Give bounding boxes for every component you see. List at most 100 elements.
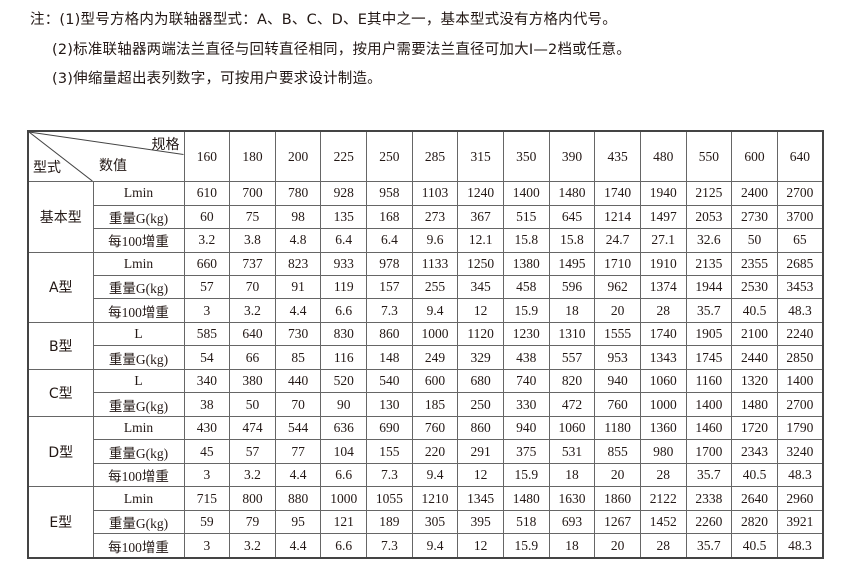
value-cell: 2053: [685, 204, 733, 230]
value-cell: 780: [274, 181, 322, 206]
value-cell: 730: [274, 321, 322, 347]
value-cell: 3: [183, 298, 231, 323]
value-cell: 12.1: [457, 228, 504, 253]
value-cell: 544: [274, 415, 322, 441]
spec-header-cell: 225: [320, 130, 368, 183]
value-cell: 6.4: [366, 228, 413, 253]
value-cell: 90: [320, 392, 368, 417]
value-cell: 50: [229, 392, 276, 417]
value-cell: 2338: [685, 486, 733, 511]
spec-header-cell: 480: [639, 130, 687, 183]
value-cell: 60: [183, 204, 231, 230]
value-cell: 1214: [594, 204, 641, 230]
table-row: 重量G(kg) 60 75 98 135 168 273 367 515 645 1214 1497 2…: [28, 204, 824, 230]
table-row: A型 Lmin 660 737 823 933 978 1133 1250 1380 1495 171…: [27, 251, 824, 323]
value-cell: 2355: [731, 251, 778, 277]
value-cell: 1480: [548, 181, 596, 206]
value-cell: 2700: [776, 181, 824, 206]
value-cell: 32.6: [685, 228, 733, 253]
value-cell: 340: [183, 368, 231, 394]
value-cell: 1460: [685, 415, 733, 441]
value-cell: 98: [274, 204, 322, 230]
type-cell: D型: [27, 415, 94, 488]
value-cell: 1240: [457, 181, 504, 206]
value-cell: 1452: [639, 509, 687, 535]
value-cell: 345: [457, 274, 504, 300]
value-cell: 15.9: [502, 298, 550, 323]
value-cell: 1374: [639, 274, 687, 300]
value-cell: 250: [457, 392, 504, 417]
value-cell: 12: [457, 298, 504, 323]
header-spec-label: 规格: [151, 137, 180, 153]
value-cell: 1000: [639, 392, 687, 417]
note-3: (3)伸缩量超出表列数字，可按用户要求设计制造。: [52, 71, 382, 87]
spec-header-cell: 200: [274, 130, 322, 183]
value-cell: 95: [274, 509, 322, 535]
value-cell: 59: [183, 509, 231, 535]
value-cell: 1555: [594, 321, 641, 347]
value-cell: 45: [183, 439, 231, 464]
param-cell: L: [92, 368, 185, 394]
param-cell: 重量G(kg): [92, 274, 185, 300]
value-cell: 1497: [639, 204, 687, 230]
value-cell: 4.4: [274, 298, 322, 323]
value-cell: 978: [366, 251, 413, 277]
value-cell: 1343: [639, 345, 687, 370]
value-cell: 6.6: [320, 462, 368, 488]
value-cell: 1790: [776, 415, 824, 441]
value-cell: 636: [320, 415, 368, 441]
param-cell: Lmin: [92, 415, 185, 441]
type-cell: 基本型: [27, 181, 94, 253]
value-cell: 474: [229, 415, 276, 441]
value-cell: 962: [594, 274, 641, 300]
diagonal-lines: [29, 132, 184, 182]
value-cell: 940: [594, 368, 641, 394]
value-cell: 15.9: [502, 533, 550, 559]
table-row: 重量G(kg) 45 57 77 104 155 220 291 375 531 855 980 170…: [28, 439, 824, 464]
value-cell: 1380: [502, 251, 550, 277]
value-cell: 2530: [731, 274, 778, 300]
param-cell: Lmin: [92, 486, 185, 511]
value-cell: 760: [594, 392, 641, 417]
value-cell: 28: [639, 533, 687, 559]
value-cell: 57: [183, 274, 231, 300]
value-cell: 40.5: [731, 462, 778, 488]
value-cell: 135: [320, 204, 368, 230]
value-cell: 57: [229, 439, 276, 464]
note-2: (2)标准联轴器两端法兰直径与回转直径相同，按用户需要法兰直径可加大Ⅰ—2档或任…: [52, 42, 631, 58]
table-row: 重量G(kg) 38 50 70 90 130 185 250 330 472 760 1000 140…: [28, 392, 824, 417]
spec-header-cell: 435: [594, 130, 641, 183]
value-cell: 1230: [502, 321, 550, 347]
value-cell: 380: [229, 368, 276, 394]
value-cell: 15.9: [502, 462, 550, 488]
value-cell: 2400: [731, 181, 778, 206]
value-cell: 2700: [776, 392, 824, 417]
value-cell: 1103: [411, 181, 459, 206]
value-cell: 70: [274, 392, 322, 417]
value-cell: 15.8: [548, 228, 596, 253]
value-cell: 760: [411, 415, 459, 441]
value-cell: 65: [776, 228, 824, 253]
value-cell: 3.2: [229, 298, 276, 323]
value-cell: 715: [183, 486, 231, 511]
spec-header-cell: 390: [548, 130, 596, 183]
value-cell: 1720: [731, 415, 778, 441]
spec-header-cell: 350: [502, 130, 550, 183]
value-cell: 157: [366, 274, 413, 300]
value-cell: 2850: [776, 345, 824, 370]
table-row: B型 L 585 640 730 830 860 1000 1120 1230 1310 1555 17…: [27, 321, 824, 370]
value-cell: 1000: [320, 486, 368, 511]
value-cell: 38: [183, 392, 231, 417]
header-type-label: 型式: [33, 160, 61, 177]
value-cell: 610: [183, 181, 231, 206]
value-cell: 1060: [548, 415, 596, 441]
value-cell: 3240: [776, 439, 824, 464]
value-cell: 1745: [685, 345, 733, 370]
value-cell: 27.1: [639, 228, 687, 253]
value-cell: 860: [457, 415, 504, 441]
value-cell: 249: [411, 345, 459, 370]
table-header-row: 规格 数值 型式 160 180 200 225 250 285 315 350 390 435 4…: [27, 130, 824, 183]
value-cell: 54: [183, 345, 231, 370]
value-cell: 35.7: [685, 298, 733, 323]
value-cell: 6.6: [320, 533, 368, 559]
